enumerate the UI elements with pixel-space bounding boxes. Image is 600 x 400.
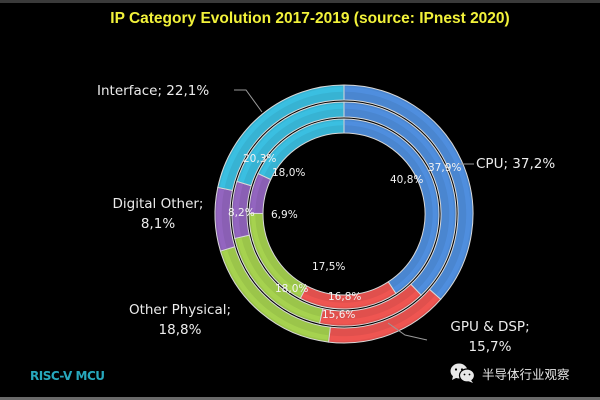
rings-group	[214, 84, 474, 344]
chart-title: IP Category Evolution 2017-2019 (source:…	[110, 10, 510, 27]
segment-label-2018: 20,3%	[243, 153, 276, 165]
top-border	[0, 0, 600, 3]
category-labels: CPU; 37,2% GPU & DSP; 15,7% Other Physical;…	[97, 83, 555, 355]
segment-2017-interface	[257, 118, 345, 181]
segment-label-2017: 17,5%	[312, 261, 345, 273]
bottom-border	[0, 397, 600, 400]
segment-label-2018: 37,9%	[428, 162, 461, 174]
category-label-gpu-dsp: GPU & DSP;	[450, 319, 529, 335]
segment-highlight	[330, 295, 439, 341]
segment-label-2018: 18,0%	[275, 283, 308, 295]
segment-label-2017: 18,0%	[272, 167, 305, 179]
watermark: 半导体行业观察	[450, 362, 570, 384]
segment-highlight	[233, 183, 244, 237]
segment-highlight	[251, 214, 303, 297]
segment-highlight	[260, 121, 344, 176]
segment-label-2018: 15,6%	[322, 309, 355, 321]
category-label-gpu-dsp: 15,7%	[469, 339, 512, 355]
segment-highlight	[220, 87, 343, 188]
segment-label-2017: 6,9%	[271, 209, 298, 221]
category-label-interface: Interface; 22,1%	[97, 83, 209, 99]
category-label-digital-other: 8,1%	[141, 216, 175, 232]
category-label-other-physical: Other Physical;	[129, 302, 231, 318]
wechat-icon	[450, 363, 476, 383]
category-label-digital-other: Digital Other;	[113, 196, 204, 212]
segment-label-2018: 8,2%	[228, 207, 255, 219]
leader-line-interface	[234, 89, 263, 113]
segment-highlight	[302, 288, 395, 308]
segment-highlight	[251, 175, 264, 213]
segment-label-2017: 16,8%	[328, 291, 361, 303]
watermark-text: 半导体行业观察	[482, 366, 570, 382]
segment-highlight	[239, 104, 343, 183]
segment-highlight	[217, 189, 227, 250]
category-label-other-physical: 18,8%	[159, 322, 202, 338]
segment-labels: 40,8% 16,8% 17,5% 6,9% 18,0% 37,9% 15,6% 18,0% 8…	[228, 153, 461, 321]
segment-highlight	[321, 290, 420, 324]
leader-line-gpu	[387, 322, 428, 341]
leader-lines	[234, 89, 474, 341]
segment-label-2017: 40,8%	[390, 174, 423, 186]
brand-label: RISC-V MCU	[30, 369, 105, 383]
category-label-cpu: CPU; 37,2%	[476, 156, 555, 172]
